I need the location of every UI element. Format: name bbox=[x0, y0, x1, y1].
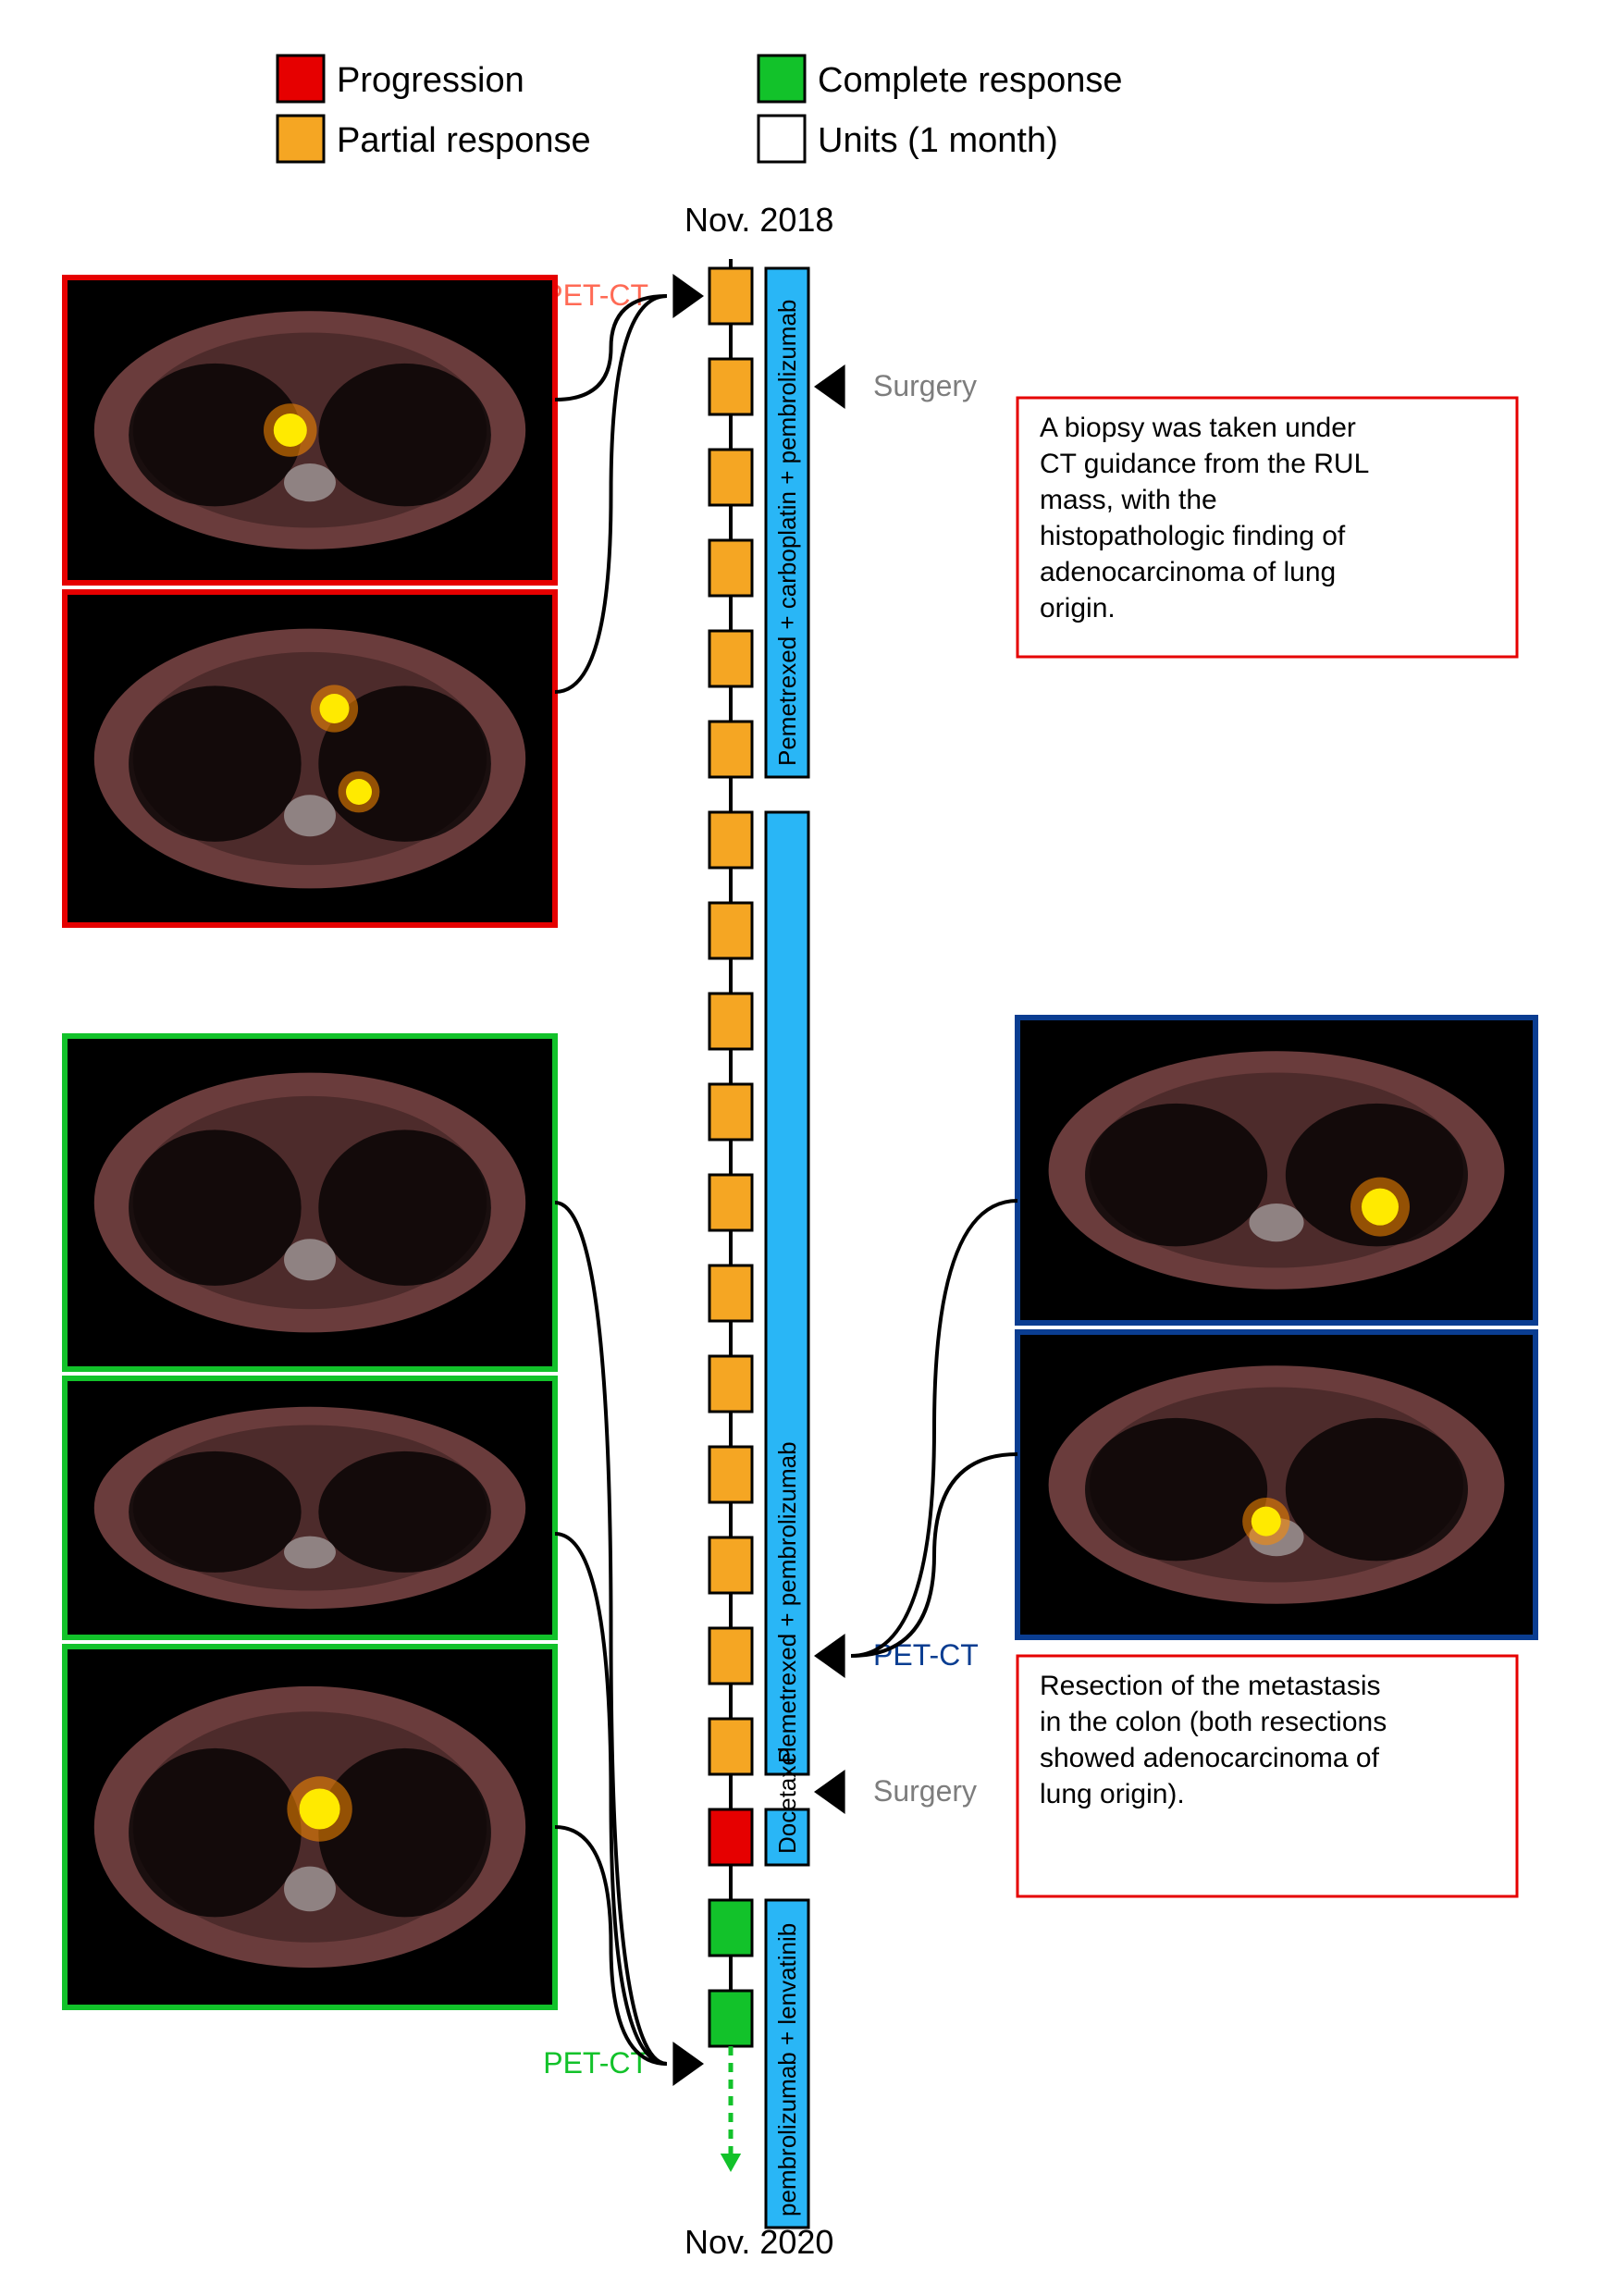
scan-red-1 bbox=[65, 278, 555, 583]
marker-arrow-icon bbox=[672, 274, 704, 318]
month-box bbox=[709, 1356, 752, 1412]
month-box bbox=[709, 722, 752, 777]
legend: Progression Complete response Partial resp… bbox=[277, 56, 1123, 162]
note-text-line: lung origin). bbox=[1040, 1779, 1185, 1809]
marker-label-surgery: Surgery bbox=[873, 369, 977, 402]
month-box bbox=[709, 1719, 752, 1774]
note-text-line: showed adenocarcinoma of bbox=[1040, 1743, 1380, 1773]
hotspot-icon bbox=[1252, 1507, 1281, 1537]
arrowhead-icon bbox=[721, 2154, 741, 2172]
scan-red-2 bbox=[65, 592, 555, 925]
month-box bbox=[709, 903, 752, 958]
hotspot-icon bbox=[274, 414, 307, 447]
date-label-end: Nov. 2020 bbox=[684, 2223, 833, 2261]
scan-green-2 bbox=[65, 1378, 555, 1637]
treatment-bar-label: Docetaxel bbox=[773, 1747, 801, 1854]
marker-label-petct: PET-CT bbox=[543, 278, 648, 312]
month-box bbox=[709, 1084, 752, 1140]
note-text-line: CT guidance from the RUL bbox=[1040, 449, 1369, 479]
month-box bbox=[709, 540, 752, 596]
legend-swatch bbox=[277, 56, 324, 102]
note-text-line: in the colon (both resections bbox=[1040, 1707, 1387, 1737]
legend-swatch bbox=[758, 56, 805, 102]
marker-arrow-icon bbox=[814, 1770, 845, 1814]
month-box bbox=[709, 631, 752, 686]
month-box bbox=[709, 450, 752, 505]
note-text-line: adenocarcinoma of lung bbox=[1040, 557, 1336, 587]
hotspot-icon bbox=[1362, 1189, 1399, 1226]
month-box bbox=[709, 1991, 752, 2046]
marker-arrow-icon bbox=[814, 1634, 845, 1678]
treatment-bar-label: pembrolizumab + lenvatinib bbox=[773, 1923, 801, 2216]
scan-blue-1 bbox=[1017, 1018, 1535, 1323]
note-box: A biopsy was taken under CT guidance from… bbox=[1017, 398, 1517, 657]
month-box bbox=[709, 268, 752, 324]
note-text-line: A biopsy was taken under bbox=[1040, 413, 1356, 443]
month-box bbox=[709, 1265, 752, 1321]
month-box bbox=[709, 1175, 752, 1230]
month-box bbox=[709, 1809, 752, 1865]
month-box bbox=[709, 1447, 752, 1502]
legend-swatch bbox=[758, 116, 805, 162]
month-box bbox=[709, 1537, 752, 1593]
month-box bbox=[709, 1900, 752, 1956]
hotspot-icon bbox=[320, 694, 350, 723]
note-box: Resection of the metastasis in the colon … bbox=[1017, 1656, 1517, 1896]
month-box bbox=[709, 994, 752, 1049]
legend-swatch bbox=[277, 116, 324, 162]
scan-blue-2 bbox=[1017, 1332, 1535, 1637]
legend-label: Units (1 month) bbox=[818, 121, 1058, 160]
hotspot-icon bbox=[300, 1789, 340, 1830]
note-text-line: origin. bbox=[1040, 593, 1116, 623]
note-text-line: Resection of the metastasis bbox=[1040, 1671, 1381, 1701]
marker-label-petct: PET-CT bbox=[543, 2046, 648, 2080]
month-box bbox=[709, 812, 752, 868]
marker-label-petct: PET-CT bbox=[873, 1638, 979, 1672]
scan-green-3 bbox=[65, 1647, 555, 2007]
scan-green-1 bbox=[65, 1036, 555, 1369]
connector-line bbox=[851, 1201, 1017, 1656]
marker-label-surgery: Surgery bbox=[873, 1774, 977, 1808]
legend-label: Partial response bbox=[337, 121, 591, 160]
legend-label: Progression bbox=[337, 61, 524, 100]
hotspot-icon bbox=[346, 779, 372, 805]
note-text-line: mass, with the bbox=[1040, 485, 1217, 515]
date-label-start: Nov. 2018 bbox=[684, 201, 833, 239]
timeline-figure: Progression Complete response Partial resp… bbox=[0, 0, 1603, 2291]
month-box bbox=[709, 359, 752, 414]
note-text-line: histopathologic finding of bbox=[1040, 521, 1346, 551]
legend-label: Complete response bbox=[818, 61, 1123, 100]
marker-arrow-icon bbox=[814, 364, 845, 409]
month-box bbox=[709, 1628, 752, 1684]
treatment-bar-label: Pemetrexed + pembrolizumab bbox=[773, 1441, 801, 1763]
treatment-bar-label: Pemetrexed + carboplatin + pembrolizumab bbox=[773, 300, 801, 766]
marker-arrow-icon bbox=[672, 2042, 704, 2086]
